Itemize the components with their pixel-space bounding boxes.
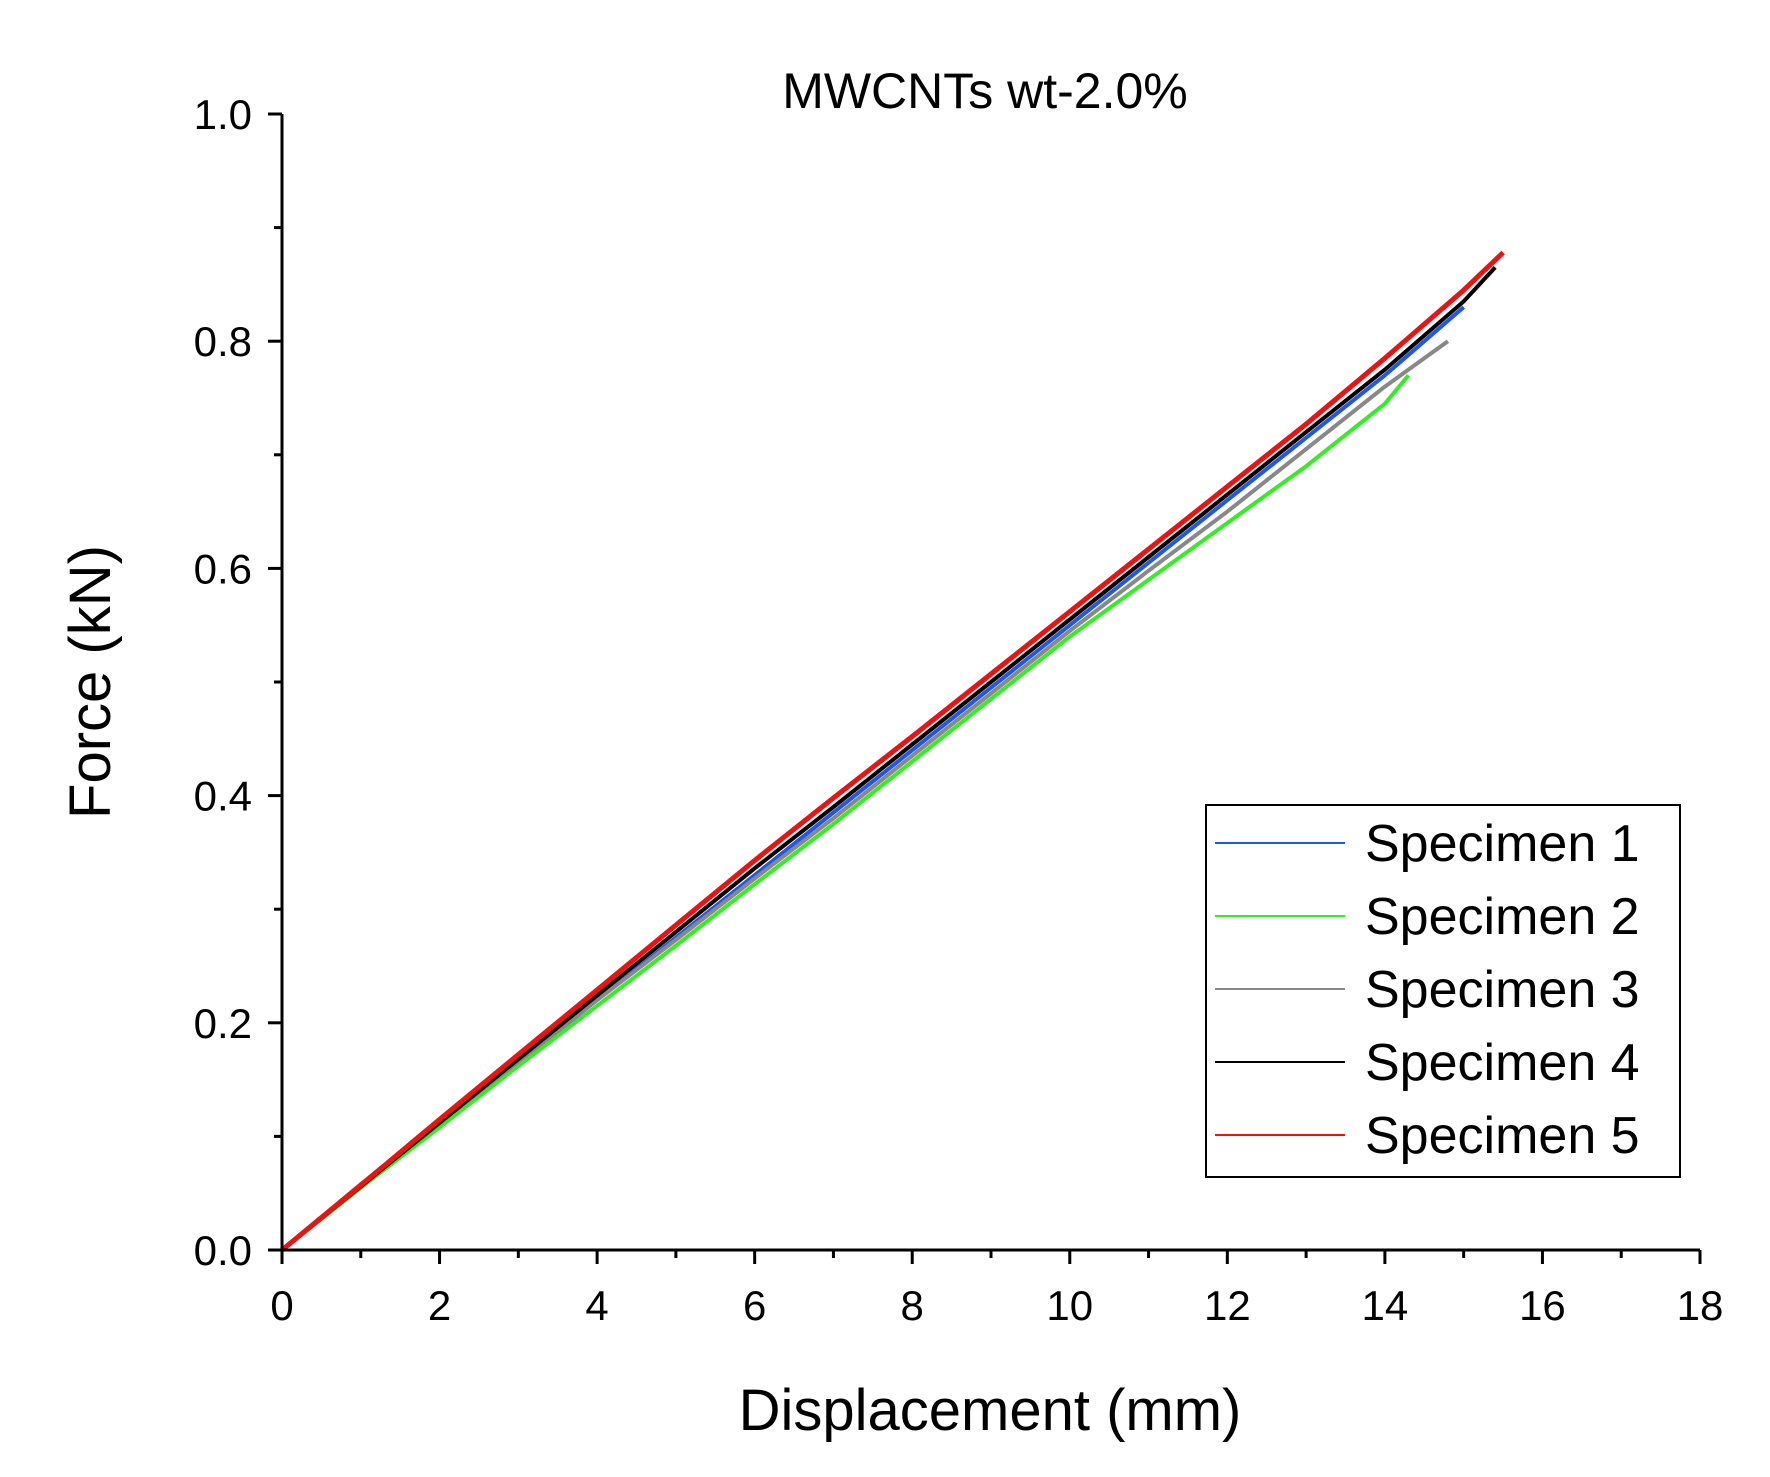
y-tick-label: 0.0: [194, 1227, 252, 1274]
x-tick-label: 10: [1046, 1282, 1093, 1329]
x-tick-label: 8: [901, 1282, 924, 1329]
chart-title: MWCNTs wt-2.0%: [782, 63, 1188, 119]
legend-label-2: Specimen 2: [1365, 888, 1640, 946]
series-line-4: [280, 266, 1497, 1252]
x-tick-label: 6: [743, 1282, 766, 1329]
y-tick-label: 1.0: [194, 91, 252, 138]
series-line-2: [280, 374, 1411, 1252]
x-tick-label: 14: [1362, 1282, 1409, 1329]
y-tick-label: 0.4: [194, 773, 252, 820]
ticks-layer: 0 2 4 6 8 10 12 14 16 18 0.0 0.2 0.4 0.6 0.8 1.0: [194, 91, 1724, 1329]
legend-label-5: Specimen 5: [1365, 1107, 1640, 1165]
legend-label-4: Specimen 4: [1365, 1034, 1640, 1092]
x-tick-label: 4: [585, 1282, 608, 1329]
y-tick-label: 0.8: [194, 318, 252, 365]
series-layer: [280, 250, 1505, 1252]
x-tick-label: 18: [1677, 1282, 1724, 1329]
y-axis-title: Force (kN): [58, 545, 123, 819]
legend: Specimen 1 Specimen 2 Specimen 3 Specimen 4…: [1205, 804, 1681, 1178]
legend-box: [1205, 804, 1681, 1178]
x-tick-label: 12: [1204, 1282, 1251, 1329]
y-tick-label: 0.6: [194, 545, 252, 592]
x-tick-label: 2: [428, 1282, 451, 1329]
legend-label-3: Specimen 3: [1365, 961, 1640, 1019]
x-axis-title: Displacement (mm): [739, 1378, 1242, 1443]
x-tick-label: 0: [270, 1282, 293, 1329]
legend-label-1: Specimen 1: [1365, 815, 1640, 873]
series-line-5: [280, 250, 1505, 1252]
legend-entries: Specimen 1 Specimen 2 Specimen 3 Specimen 4…: [1215, 815, 1640, 1165]
y-tick-label: 0.2: [194, 1000, 252, 1047]
x-tick-label: 16: [1519, 1282, 1566, 1329]
